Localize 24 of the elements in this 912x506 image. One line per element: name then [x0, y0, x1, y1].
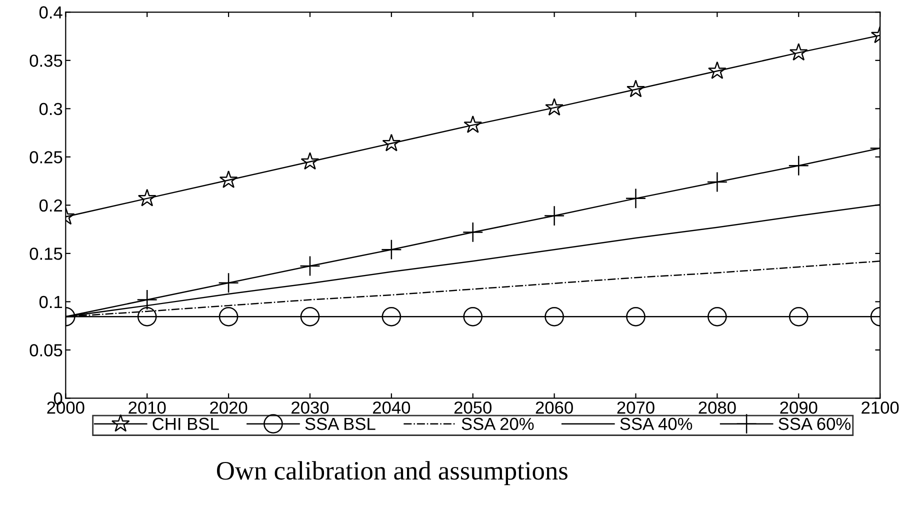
y-tick-label: 0.4 — [39, 6, 62, 19]
x-tick-label: 2020 — [210, 401, 248, 414]
y-tick-label: 0.15 — [30, 248, 62, 260]
x-tick-label: 2100 — [862, 401, 899, 414]
legend-label: SSA BSL — [305, 418, 376, 430]
text: Own calibration and assumptions — [216, 461, 568, 486]
legend-label: SSA 20% — [462, 418, 534, 430]
x-tick-label: 2050 — [454, 401, 492, 414]
y-tick-label: 0.25 — [30, 151, 62, 164]
x-tick-label: 2060 — [536, 401, 573, 414]
x-tick-label: 2010 — [128, 401, 166, 414]
x-tick-label: 2070 — [617, 401, 654, 414]
y-tick-label: 0.2 — [39, 199, 62, 212]
x-tick-label: 2090 — [780, 401, 818, 414]
y-tick-label: 0.1 — [39, 296, 62, 308]
x-tick-label: 2030 — [292, 401, 329, 414]
y-tick-label: 0.05 — [30, 344, 62, 356]
y-tick-label: 0.3 — [39, 102, 62, 116]
x-tick-label: 2080 — [698, 401, 736, 414]
legend-label: SSA 40% — [620, 418, 692, 430]
legend-label: SSA 60% — [778, 418, 851, 430]
y-tick-label: 0.35 — [30, 54, 62, 67]
x-tick-label: 2040 — [372, 401, 410, 414]
legend-label: CHI BSL — [152, 418, 219, 430]
